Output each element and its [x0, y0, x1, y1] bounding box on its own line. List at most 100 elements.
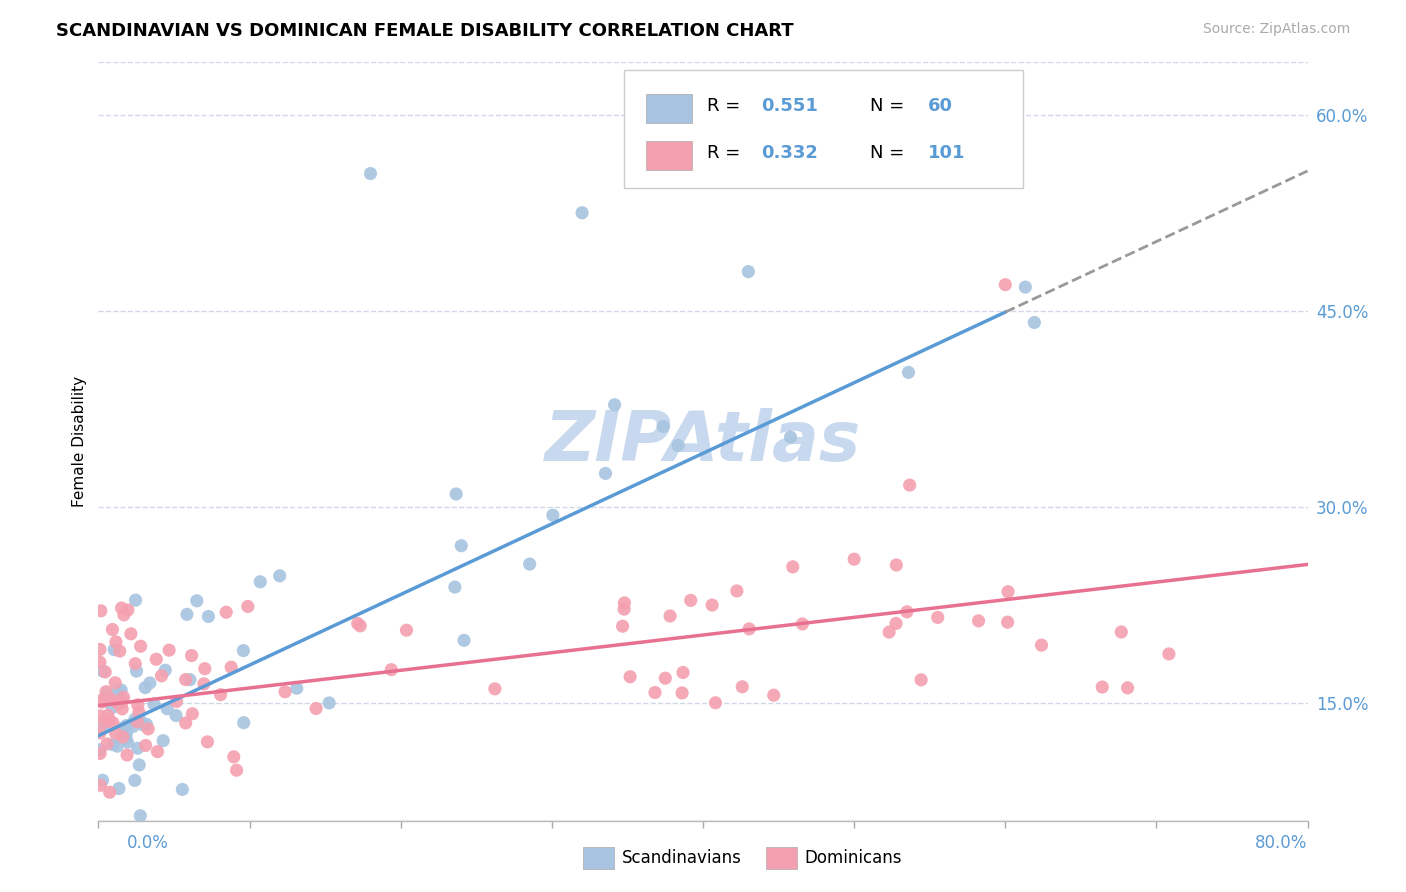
- Text: N =: N =: [870, 145, 910, 162]
- Point: [124, 657, 146, 671]
- Point: [269, 569, 291, 583]
- Point: [444, 580, 467, 594]
- Point: [360, 167, 382, 181]
- Point: [346, 616, 368, 631]
- Point: [194, 662, 217, 676]
- Point: [165, 708, 187, 723]
- Point: [155, 663, 177, 677]
- Point: [197, 609, 219, 624]
- Point: [104, 635, 127, 649]
- Point: [967, 614, 990, 628]
- Point: [107, 684, 129, 698]
- Point: [644, 685, 666, 699]
- Point: [884, 616, 907, 631]
- Y-axis label: Female Disability: Female Disability: [72, 376, 87, 508]
- Point: [115, 747, 138, 762]
- Point: [124, 712, 146, 726]
- Point: [1111, 625, 1133, 640]
- Point: [111, 695, 134, 709]
- Point: [484, 681, 506, 696]
- Point: [152, 733, 174, 747]
- Text: 60: 60: [928, 97, 953, 115]
- Point: [120, 627, 142, 641]
- Point: [571, 206, 593, 220]
- Point: [146, 745, 169, 759]
- Point: [93, 714, 115, 729]
- Text: ZIPAtlas: ZIPAtlas: [546, 408, 860, 475]
- Point: [181, 706, 204, 721]
- Point: [108, 781, 131, 796]
- Point: [603, 398, 626, 412]
- Point: [731, 680, 754, 694]
- Point: [89, 642, 111, 657]
- Point: [179, 673, 201, 687]
- Point: [117, 603, 139, 617]
- Point: [91, 721, 114, 735]
- Point: [910, 673, 932, 687]
- Point: [927, 610, 949, 624]
- Point: [112, 690, 135, 705]
- Point: [129, 809, 152, 823]
- Point: [108, 644, 131, 658]
- Point: [666, 438, 689, 452]
- Point: [225, 763, 247, 777]
- Point: [127, 714, 149, 729]
- Point: [128, 758, 150, 772]
- Point: [619, 670, 641, 684]
- Point: [595, 467, 617, 481]
- Point: [94, 684, 117, 698]
- Text: N =: N =: [870, 97, 910, 115]
- Point: [997, 584, 1019, 599]
- Point: [157, 643, 180, 657]
- Point: [97, 831, 120, 846]
- Point: [129, 639, 152, 653]
- Point: [127, 741, 149, 756]
- Point: [97, 708, 120, 723]
- Point: [176, 607, 198, 622]
- FancyBboxPatch shape: [647, 141, 692, 170]
- Point: [135, 717, 157, 731]
- Point: [111, 730, 134, 744]
- Point: [129, 714, 152, 728]
- Point: [349, 619, 371, 633]
- Point: [89, 655, 111, 669]
- Point: [125, 664, 148, 678]
- Point: [101, 738, 124, 752]
- Point: [132, 718, 155, 732]
- Point: [166, 694, 188, 708]
- Point: [104, 726, 127, 740]
- Point: [613, 602, 636, 616]
- Point: [519, 557, 541, 571]
- Point: [110, 683, 132, 698]
- Point: [150, 669, 173, 683]
- Point: [94, 665, 117, 679]
- Point: [844, 552, 866, 566]
- Point: [103, 642, 125, 657]
- Point: [215, 605, 238, 619]
- Point: [114, 720, 136, 734]
- Point: [101, 715, 124, 730]
- Point: [792, 617, 814, 632]
- Point: [96, 686, 118, 700]
- Point: [249, 574, 271, 589]
- Point: [898, 478, 921, 492]
- Point: [107, 697, 129, 711]
- Text: Scandinavians: Scandinavians: [621, 849, 741, 867]
- Point: [1014, 280, 1036, 294]
- Text: SCANDINAVIAN VS DOMINICAN FEMALE DISABILITY CORRELATION CHART: SCANDINAVIAN VS DOMINICAN FEMALE DISABIL…: [56, 22, 794, 40]
- Point: [453, 633, 475, 648]
- Point: [232, 643, 254, 657]
- Point: [104, 694, 127, 708]
- Point: [380, 663, 402, 677]
- Point: [90, 604, 112, 618]
- Point: [671, 686, 693, 700]
- Point: [105, 739, 128, 753]
- Point: [654, 671, 676, 685]
- Point: [1031, 638, 1053, 652]
- Text: 101: 101: [928, 145, 966, 162]
- Point: [782, 559, 804, 574]
- Point: [193, 677, 215, 691]
- Point: [877, 625, 900, 640]
- Point: [541, 508, 564, 523]
- Point: [704, 696, 727, 710]
